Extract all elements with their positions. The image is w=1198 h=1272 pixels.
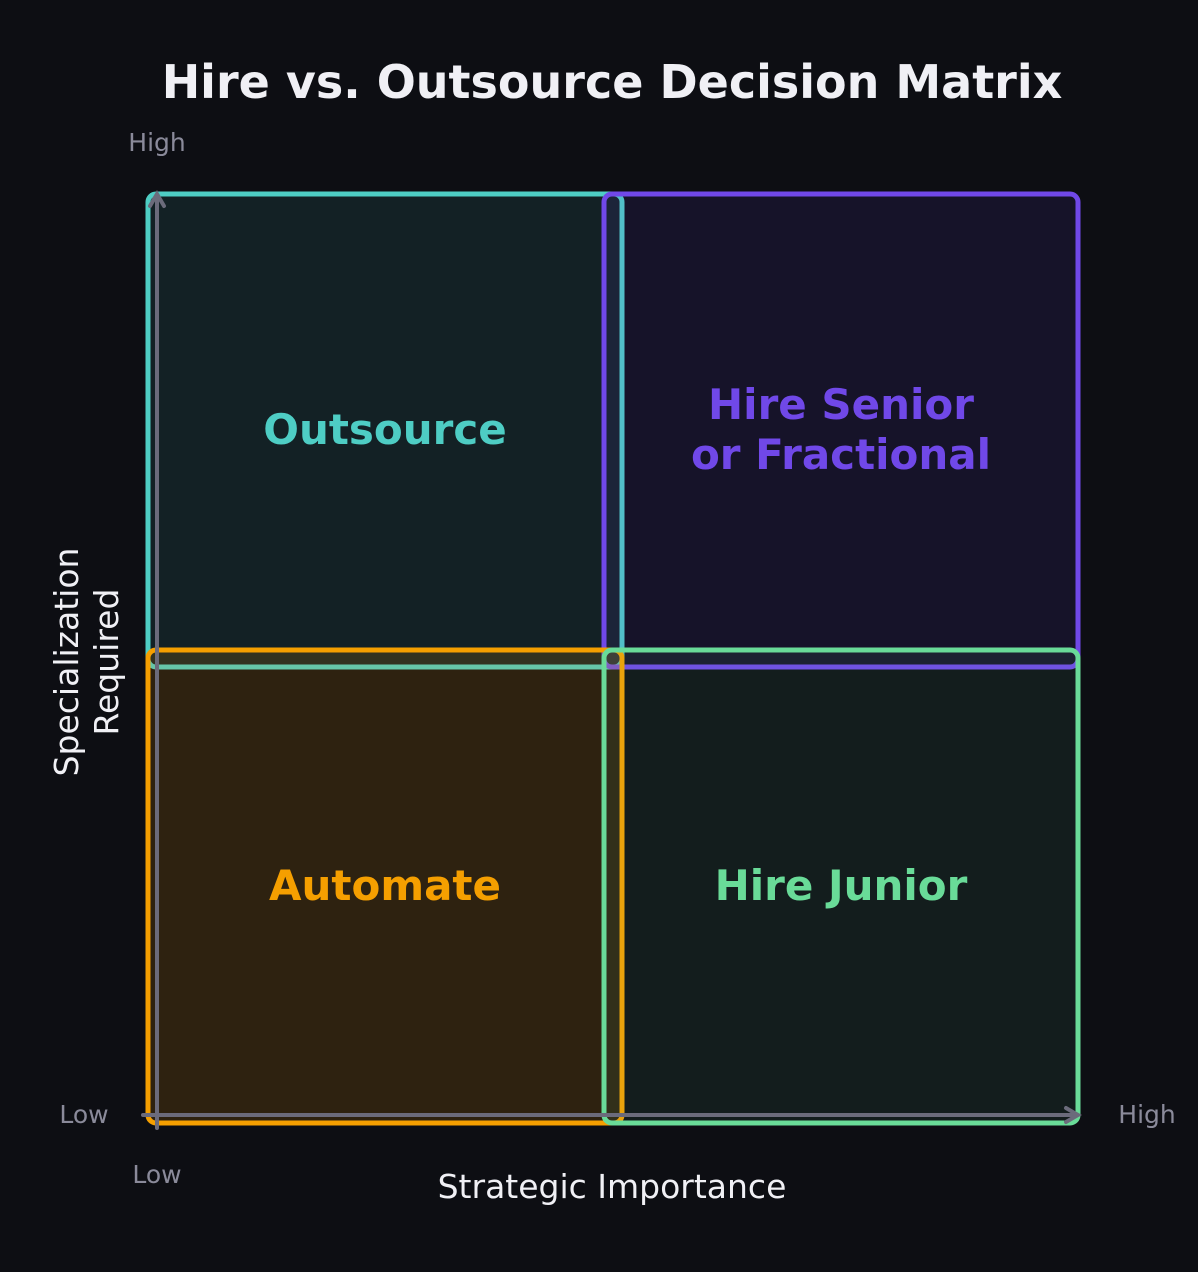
quadrant-label: Hire Junior: [715, 861, 968, 910]
x-axis-title: Strategic Importance: [438, 1167, 787, 1206]
quadrant-label: Automate: [269, 861, 501, 910]
quadrant-automate: Automate: [145, 647, 625, 1126]
x-axis-arrow-icon: [1064, 1106, 1082, 1124]
x-low-label: Low: [132, 1160, 181, 1189]
quadrant-hire-senior: Hire Senior or Fractional: [601, 191, 1081, 670]
x-high-label: High: [1118, 1100, 1175, 1129]
y-high-label: High: [128, 128, 185, 157]
axes: [141, 190, 1082, 1130]
quadrant-outsource: Outsource: [145, 191, 625, 670]
chart-title: Hire vs. Outsource Decision Matrix: [162, 55, 1063, 109]
y-axis-title-line2: Required: [87, 589, 126, 736]
y-axis-title: Specialization Required: [47, 548, 126, 777]
quadrant-label: Hire Senior: [708, 380, 974, 429]
quadrant-label: Outsource: [263, 405, 507, 454]
y-low-label: Low: [59, 1100, 108, 1129]
quadrant-hire-junior: Hire Junior: [601, 647, 1081, 1126]
quadrant-label: or Fractional: [691, 430, 991, 479]
y-axis-arrow-icon: [148, 190, 166, 208]
y-axis-title-line1: Specialization: [47, 548, 86, 777]
